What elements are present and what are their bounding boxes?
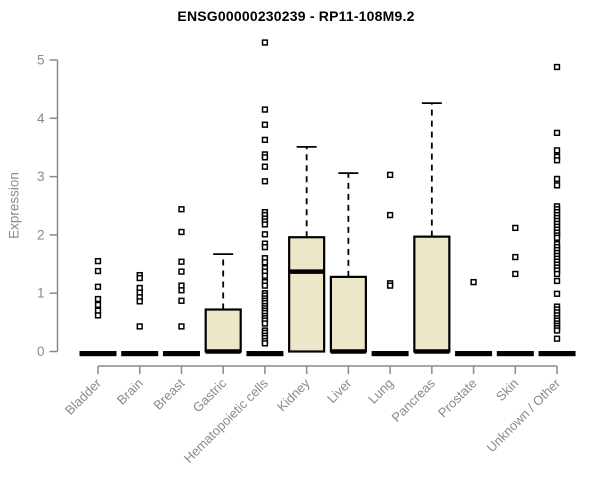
x-tick-label: Brain	[114, 376, 146, 408]
outlier-point	[94, 312, 102, 319]
box-breast	[162, 206, 200, 357]
outlier-point	[94, 295, 102, 303]
outlier-point	[553, 63, 561, 71]
y-tick-label: 2	[37, 227, 45, 242]
outlier-point	[178, 206, 185, 213]
outlier-point	[136, 274, 143, 282]
outlier-point	[386, 282, 394, 289]
y-tick-label: 5	[37, 53, 45, 68]
outlier-point	[553, 327, 561, 334]
outlier-point	[553, 182, 561, 189]
box-prostate	[455, 278, 493, 357]
x-tick-label: Kidney	[274, 375, 313, 414]
collapsed-box	[496, 351, 534, 357]
box-rect	[204, 308, 242, 353]
x-tick-label: Pancreas	[389, 375, 439, 425]
outlier-point	[386, 171, 394, 179]
outlier-point	[178, 287, 185, 294]
outlier-point	[94, 301, 102, 309]
outlier-point	[261, 231, 269, 238]
box-rect	[413, 235, 451, 353]
x-tick-label: Bladder	[62, 375, 105, 418]
outlier-point	[553, 175, 561, 183]
box-kidney	[288, 145, 326, 353]
box-lung	[371, 171, 409, 357]
y-tick-label: 0	[37, 344, 45, 359]
outlier-point	[178, 268, 185, 275]
box-brain	[121, 271, 159, 357]
x-tick-label: Unknown / Other	[484, 375, 564, 455]
box-skin	[496, 224, 534, 357]
outlier-point	[136, 323, 143, 330]
box-pancreas	[413, 102, 451, 354]
outlier-point	[178, 297, 185, 304]
y-axis: 0 1 2 3 4 5	[37, 53, 59, 359]
outlier-point	[553, 147, 561, 154]
outlier-point	[261, 136, 269, 144]
outlier-point	[512, 253, 519, 261]
outlier-point	[136, 298, 143, 305]
collapsed-box	[538, 351, 576, 357]
box-gastric	[204, 253, 242, 354]
box-hematopoietic-cells	[246, 39, 284, 357]
x-tick-label: Gastric	[190, 375, 230, 415]
outlier-point	[261, 121, 269, 128]
x-tick-label: Liver	[324, 375, 355, 406]
outlier-point	[261, 178, 269, 185]
box-liver	[329, 172, 367, 354]
collapsed-box	[79, 351, 117, 357]
outlier-point	[261, 163, 269, 170]
collapsed-box	[121, 351, 159, 357]
outlier-point	[178, 258, 185, 265]
y-tick-label: 4	[37, 111, 45, 126]
outlier-point	[470, 278, 477, 286]
box-unknown-other	[538, 63, 576, 357]
outlier-point	[512, 224, 519, 232]
outlier-point	[178, 323, 185, 330]
x-tick-label: Lung	[365, 376, 396, 407]
outlier-point	[553, 335, 561, 342]
box-rect	[329, 275, 367, 353]
outlier-point	[553, 270, 561, 278]
outlier-point	[261, 320, 269, 327]
outlier-point	[261, 340, 269, 347]
outlier-point	[512, 270, 519, 278]
collapsed-box	[455, 351, 493, 357]
outlier-point	[553, 234, 561, 241]
chart-title: ENSG00000230239 - RP11-108M9.2	[177, 8, 415, 24]
outlier-point	[94, 267, 102, 275]
collapsed-box	[246, 351, 284, 357]
outlier-point	[261, 221, 269, 228]
outlier-point	[261, 39, 269, 46]
outlier-point	[94, 257, 102, 265]
outlier-point	[261, 154, 269, 161]
y-tick-label: 1	[37, 286, 45, 301]
outlier-point	[553, 157, 561, 164]
outlier-point	[553, 277, 561, 285]
outlier-point	[94, 283, 102, 290]
x-tick-label: Prostate	[435, 376, 480, 421]
outlier-point	[553, 290, 561, 297]
outlier-point	[261, 272, 269, 279]
outlier-point	[261, 106, 269, 113]
outlier-point	[261, 243, 269, 251]
outlier-point	[261, 282, 269, 289]
x-tick-label: Breast	[150, 375, 187, 412]
x-tick-label: Skin	[493, 376, 521, 404]
outlier-point	[386, 211, 394, 219]
y-tick-label: 3	[37, 169, 45, 184]
outlier-point	[261, 259, 269, 266]
collapsed-box	[162, 351, 200, 357]
outlier-point	[178, 228, 185, 236]
collapsed-box	[371, 351, 409, 357]
outlier-point	[553, 129, 561, 137]
box-bladder	[79, 257, 117, 357]
box-rect	[288, 236, 326, 353]
